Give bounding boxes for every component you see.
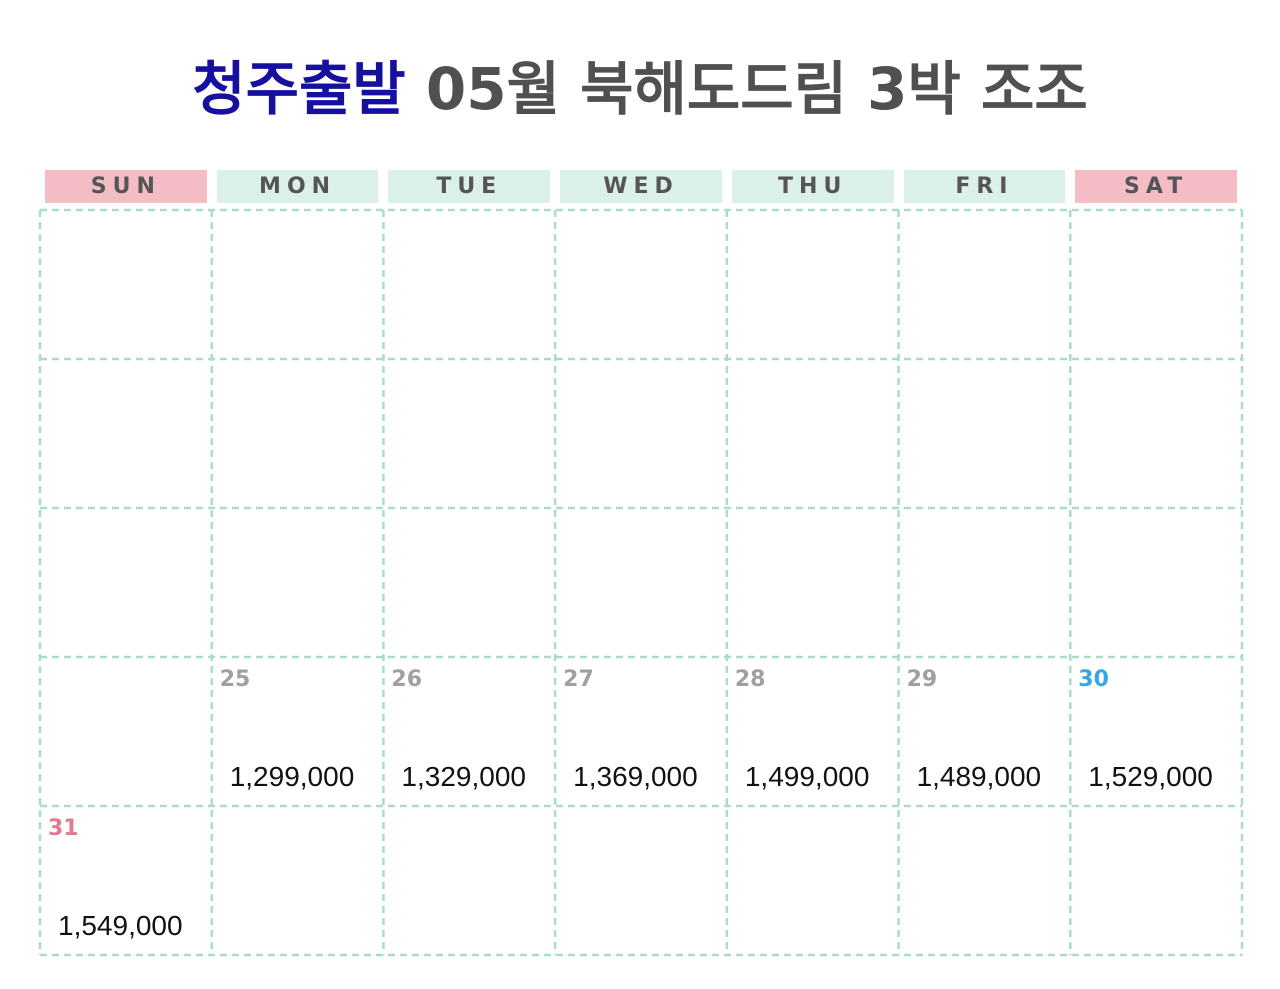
day-number: 29 xyxy=(906,667,938,692)
day-number: 27 xyxy=(563,667,594,692)
weekday-header: WED xyxy=(560,170,722,203)
weekday-header: SAT xyxy=(1075,170,1237,203)
weekday-header: SUN xyxy=(45,170,207,203)
day-number: 25 xyxy=(219,667,251,692)
weekday-header: TUE xyxy=(388,170,551,203)
day-number: 31 xyxy=(48,816,79,841)
price: 1,369,000 xyxy=(573,761,698,792)
price: 1,499,000 xyxy=(744,761,870,792)
price: 1,549,000 xyxy=(58,910,183,941)
title-rest: 05월 북해도드림 3박 조조 xyxy=(425,55,1088,123)
price: 1,299,000 xyxy=(229,761,355,792)
weekday-header: THU xyxy=(731,170,894,203)
price: 1,529,000 xyxy=(1088,761,1213,792)
price: 1,329,000 xyxy=(401,761,526,792)
day-number: 30 xyxy=(1078,667,1109,692)
title-highlight: 청주출발 xyxy=(192,55,406,123)
day-number: 28 xyxy=(734,667,766,692)
title: 청주출발 05월 북해도드림 3박 조조 xyxy=(0,42,1280,126)
weekday-header: MON xyxy=(216,170,379,203)
day-number: 26 xyxy=(391,667,423,692)
weekday-header: FRI xyxy=(903,170,1066,203)
price: 1,489,000 xyxy=(916,761,1042,792)
